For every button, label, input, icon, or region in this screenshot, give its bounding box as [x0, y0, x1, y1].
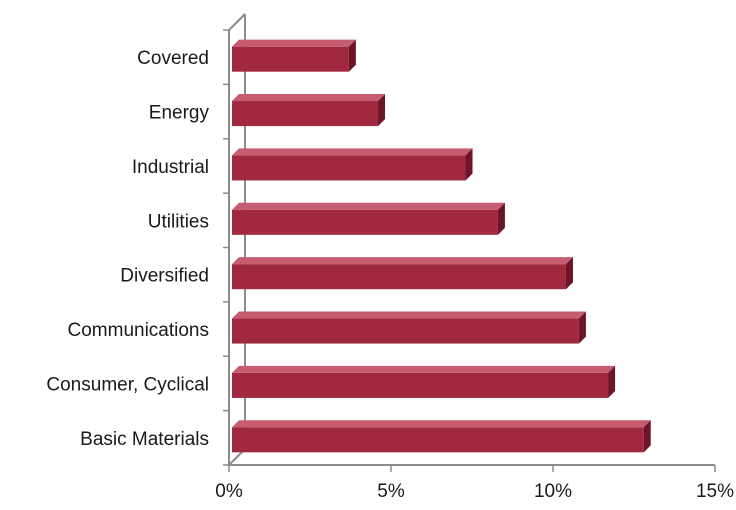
bar-side-face — [465, 148, 473, 181]
bar-front-face — [232, 427, 644, 453]
bar — [232, 148, 473, 181]
bar-front-face — [232, 264, 566, 290]
bar-side-face — [578, 311, 586, 344]
bar-top-face — [232, 365, 616, 373]
category-label: Diversified — [120, 266, 209, 287]
bar-front-face — [232, 46, 349, 72]
bar — [232, 365, 616, 398]
bars — [232, 39, 651, 453]
x-tick-label: 5% — [377, 481, 405, 502]
category-label: Covered — [137, 48, 209, 69]
bar — [232, 39, 356, 72]
bar-top-face — [232, 257, 573, 265]
category-label: Consumer, Cyclical — [46, 374, 209, 395]
wall-top-connector — [228, 13, 246, 31]
bar-side-face — [608, 365, 616, 398]
bar-front-face — [232, 318, 579, 344]
bar-top-face — [232, 94, 386, 102]
bar — [232, 420, 651, 453]
bar-front-face — [232, 372, 609, 398]
bar-top-face — [232, 148, 473, 156]
bar-top-face — [232, 39, 356, 47]
bar-side-face — [643, 420, 651, 453]
category-label: Basic Materials — [80, 429, 209, 450]
bar-front-face — [232, 209, 498, 235]
category-label: Communications — [68, 320, 210, 341]
bar-top-face — [232, 420, 651, 428]
bar-side-face — [348, 39, 356, 72]
bar-top-face — [232, 311, 586, 319]
bar — [232, 94, 386, 127]
bar-side-face — [497, 202, 505, 235]
x-tick-label: 0% — [215, 481, 243, 502]
category-label: Energy — [149, 103, 210, 124]
category-label: Utilities — [148, 211, 209, 232]
bar — [232, 257, 573, 290]
x-tick-label: 15% — [696, 481, 734, 502]
bar-side-face — [378, 94, 386, 127]
bar — [232, 311, 586, 344]
bar-side-face — [565, 257, 573, 290]
bar-front-face — [232, 101, 379, 127]
labels: 0% 5% 10% 15% Covered Energy Industrial Utiliti… — [46, 48, 734, 502]
bar-top-face — [232, 202, 505, 210]
axes — [223, 13, 716, 472]
bar — [232, 202, 505, 235]
bar-front-face — [232, 155, 466, 181]
category-label: Industrial — [132, 157, 209, 178]
x-tick-label: 10% — [534, 481, 572, 502]
